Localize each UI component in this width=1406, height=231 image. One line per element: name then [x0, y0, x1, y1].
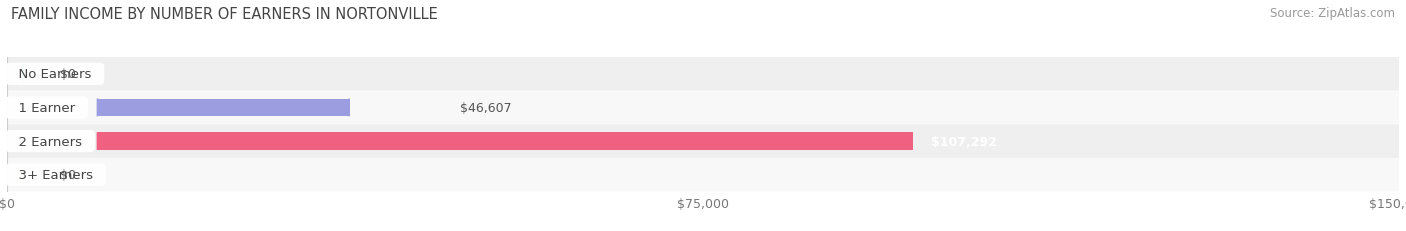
Text: $0: $0 [60, 68, 76, 81]
Text: FAMILY INCOME BY NUMBER OF EARNERS IN NORTONVILLE: FAMILY INCOME BY NUMBER OF EARNERS IN NO… [11, 7, 439, 22]
Text: Source: ZipAtlas.com: Source: ZipAtlas.com [1270, 7, 1395, 20]
FancyBboxPatch shape [7, 125, 1399, 158]
Text: $107,292: $107,292 [931, 135, 997, 148]
Text: 1 Earner: 1 Earner [10, 101, 83, 115]
Text: 2 Earners: 2 Earners [10, 135, 90, 148]
Bar [97, 99, 349, 117]
FancyBboxPatch shape [7, 58, 1399, 91]
Text: 3+ Earners: 3+ Earners [10, 168, 101, 182]
FancyBboxPatch shape [7, 158, 1399, 192]
Text: $0: $0 [60, 168, 76, 182]
Text: No Earners: No Earners [10, 68, 100, 81]
Text: $46,607: $46,607 [460, 101, 512, 115]
Bar [97, 133, 912, 150]
FancyBboxPatch shape [7, 91, 1399, 125]
